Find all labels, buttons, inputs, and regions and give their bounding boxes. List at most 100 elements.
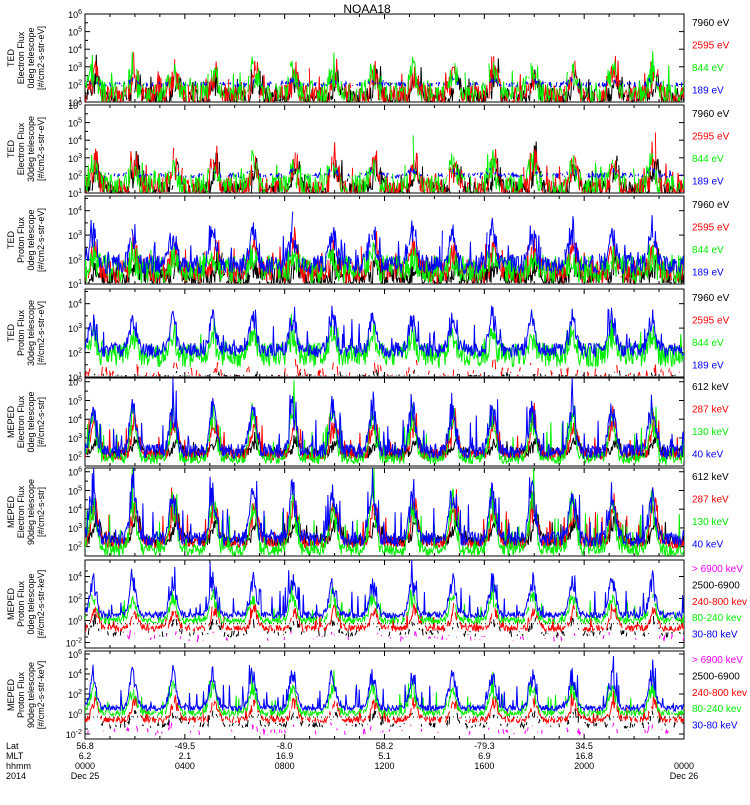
y-tick-label: 103 <box>68 230 82 241</box>
ephemeris-value: 1200 <box>374 761 394 771</box>
series-line <box>85 51 684 102</box>
legend-entry: 612 keV <box>692 472 729 483</box>
legend-entry: 844 eV <box>692 338 724 349</box>
series-line <box>87 613 684 639</box>
y-axis-label-line: Proton Flux <box>16 216 26 263</box>
y-tick-label: 104 <box>68 572 82 583</box>
series-line <box>85 380 684 466</box>
y-tick-label: 101 <box>68 188 82 199</box>
series-line <box>85 560 684 620</box>
y-tick-label: 104 <box>68 299 82 310</box>
panel-3: 101 102 103 104 TED Proton Flux 0deg telescope… <box>6 195 730 290</box>
y-tick-label: 104 <box>68 206 82 217</box>
y-tick-label: 106 <box>68 467 82 478</box>
ephemeris-row-label: Lat <box>6 741 19 751</box>
y-tick-label: 102 <box>68 452 82 463</box>
y-axis-label-line: 90deg telescope <box>26 479 36 545</box>
y-axis-label-line: [#/cm2-s-str-keV] <box>36 570 46 639</box>
y-axis-label-line: [#/cm2-s-str] <box>36 487 46 537</box>
y-axis-label-line: [#/cm2-s-str-eV] <box>36 208 46 272</box>
legend-entry: 240-800 kev <box>692 688 747 699</box>
series-group <box>85 378 684 466</box>
legend-entry: 189 eV <box>692 268 724 279</box>
y-axis-label-line: Electron Flux <box>16 122 26 175</box>
y-tick-label: 104 <box>68 135 82 146</box>
legend-entry: 2595 eV <box>692 132 730 143</box>
y-tick-label: 10-2 <box>66 638 82 649</box>
y-tick-label: 105 <box>68 485 82 496</box>
y-axis-label-line: MEPED <box>6 406 16 439</box>
legend-entry: 130 keV <box>692 427 729 438</box>
ephemeris-value: Dec 25 <box>71 771 100 781</box>
ephemeris-value: 56.8 <box>76 741 94 751</box>
y-tick-label: 106 <box>68 9 82 20</box>
series-line <box>85 211 684 276</box>
y-axis-label: TED Proton Flux 0deg telescope [#/cm2-s-str… <box>6 208 46 272</box>
y-axis-label-line: MEPED <box>6 679 16 712</box>
legend-entry: 7960 eV <box>692 293 730 304</box>
series-line <box>85 602 684 634</box>
legend-entry: 844 eV <box>692 154 724 165</box>
legend-entry: 844 eV <box>692 245 724 256</box>
ephemeris-value: 2.1 <box>179 751 192 761</box>
y-axis-label: MEPED Proton Flux 0deg telescope [#/cm2-s-s… <box>6 570 46 639</box>
legend-entry: > 6900 keV <box>692 655 743 666</box>
panel-2: 101 102 103 104 105 106 TED Electron Flux 30deg … <box>6 100 730 199</box>
y-axis-label-line: 0deg telescope <box>26 209 36 270</box>
ephemeris-value: 5.1 <box>378 751 391 761</box>
y-axis-label-line: Electron Flux <box>16 31 26 84</box>
legend-entry: 80-240 kev <box>692 613 741 624</box>
y-axis-label-line: TED <box>6 230 16 249</box>
series-line <box>85 468 684 556</box>
legend-entry: 287 keV <box>692 405 729 416</box>
legend-entry: 2595 eV <box>692 41 730 52</box>
ephemeris-value: 0000 <box>75 761 95 771</box>
legend-entry: 30-80 keV <box>692 721 738 732</box>
y-axis-label-line: [#/cm2-s-str-eV] <box>36 117 46 181</box>
y-tick-label: 102 <box>68 79 82 90</box>
y-tick-label: 101 <box>68 279 82 290</box>
y-axis-label-line: TED <box>6 48 16 67</box>
legend-entry: 7960 eV <box>692 109 730 120</box>
ephemeris-value: 0800 <box>275 761 295 771</box>
y-tick-label: 101 <box>68 372 82 383</box>
ephemeris-value: Dec 26 <box>670 771 699 781</box>
series-line <box>85 688 684 725</box>
ephemeris-value: 6.2 <box>79 751 92 761</box>
y-tick-label: 105 <box>68 118 82 129</box>
series-group <box>85 468 684 556</box>
ephemeris-value: 16.9 <box>276 751 294 761</box>
series-line <box>85 313 684 369</box>
y-tick-label: 102 <box>68 689 82 700</box>
panel-6: 102 103 104 105 106 MEPED Electron Flux 90deg t… <box>6 467 729 557</box>
panel-7: 10-2 100 102 104 MEPED Proton Flux 0deg telesc… <box>6 559 747 649</box>
series-line <box>85 655 684 713</box>
series-line <box>127 629 684 643</box>
legend-entry: 40 keV <box>692 540 723 551</box>
panel-5: 102 103 104 105 106 MEPED Electron Flux 0deg te… <box>6 377 729 467</box>
legend-entry: 844 eV <box>692 63 724 74</box>
ephemeris-value: -8.0 <box>277 741 293 751</box>
y-axis-label: TED Electron Flux 0deg telescope [#/cm2-s-s… <box>6 26 46 90</box>
series-group <box>85 305 684 376</box>
y-tick-label: 103 <box>68 323 82 334</box>
y-tick-label: 103 <box>68 153 82 164</box>
ephemeris-row-label: hhmm <box>6 761 31 771</box>
y-axis-label: MEPED Proton Flux 90deg telescope [#/cm2-s-… <box>6 661 46 730</box>
legend-entry: 189 eV <box>692 86 724 97</box>
ephemeris-value: 0000 <box>674 761 694 771</box>
legend-entry: 80-240 kev <box>692 704 741 715</box>
y-axis-label-line: [#/cm2-s-str] <box>36 397 46 447</box>
y-axis-label: TED Proton Flux 30deg telescope [#/cm2-s-st… <box>6 300 46 366</box>
y-tick-label: 104 <box>68 669 82 680</box>
series-group <box>85 132 684 193</box>
panel-1: 101 102 103 104 105 106 TED Electron Flux 0deg t… <box>6 9 730 108</box>
y-tick-label: 100 <box>68 709 82 720</box>
y-axis-label-line: Electron Flux <box>16 485 26 538</box>
legend-entry: 189 eV <box>692 361 724 372</box>
y-tick-label: 106 <box>68 649 82 660</box>
y-tick-label: 100 <box>68 616 82 627</box>
y-tick-label: 103 <box>68 62 82 73</box>
panel-8: 10-2 100 102 104 106 MEPED Proton Flux 90deg te… <box>6 649 747 740</box>
